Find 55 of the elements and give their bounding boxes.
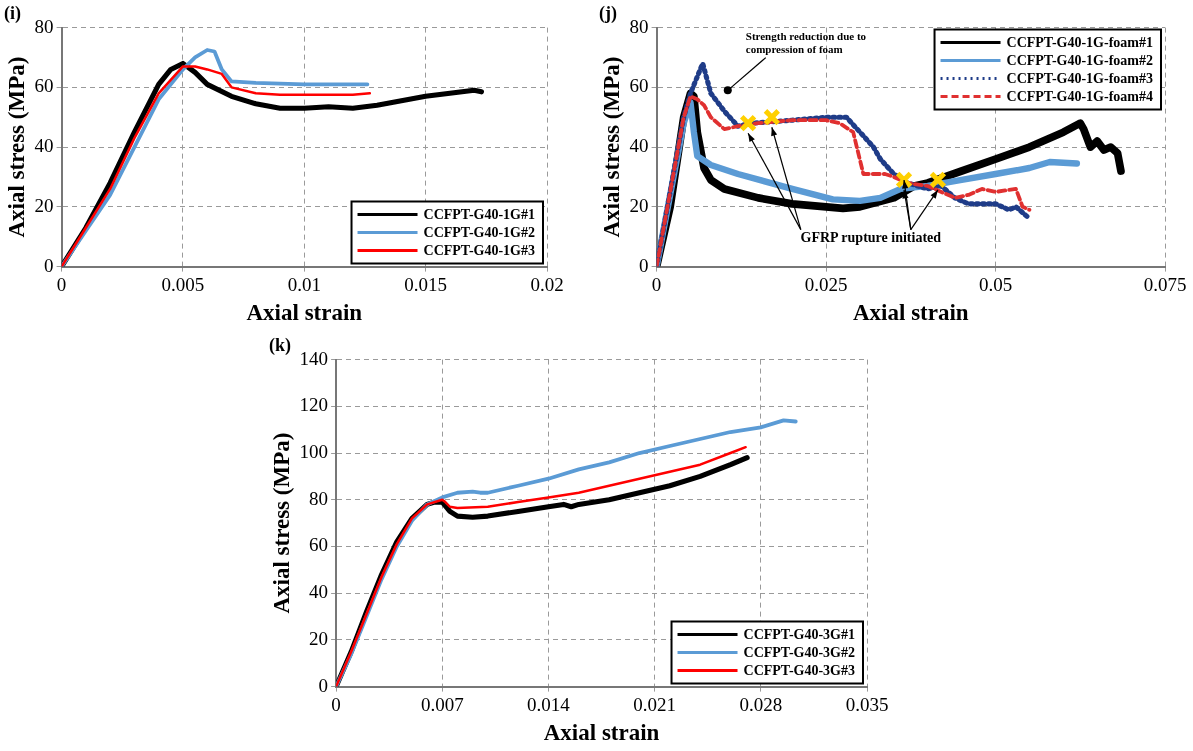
point <box>895 171 913 189</box>
annotation: Strength reduction due to compression of foam <box>745 29 867 55</box>
x-axis-title: Axial strain <box>852 300 969 326</box>
point <box>762 108 781 127</box>
x-axis-title: Axial strain <box>543 720 660 746</box>
legend-label: CCFPT-G40-3G#3 <box>743 663 855 679</box>
point <box>929 171 947 189</box>
x-axis-title: Axial strain <box>246 300 363 326</box>
x-tick-label: 0.007 <box>420 693 464 715</box>
legend-label: CCFPT-G40-3G#2 <box>743 645 855 661</box>
y-axis-title: Axial stress (MPa) <box>3 56 29 238</box>
chart-title: (k) <box>269 335 291 357</box>
y-tick-label: 20 <box>629 194 649 216</box>
y-tick-label: 20 <box>309 627 329 649</box>
y-tick-label: 40 <box>629 135 649 157</box>
y-tick-label: 80 <box>629 15 649 37</box>
y-tick-label: 0 <box>639 254 649 276</box>
y-tick-label: 140 <box>299 347 329 369</box>
annotation: GFRP rupture initiated <box>800 230 942 246</box>
point <box>739 114 757 133</box>
legend-label: CCFPT-G40-1G-foam#3 <box>1006 71 1153 87</box>
chart-title: (j) <box>599 3 617 25</box>
y-tick-label: 0 <box>44 254 54 276</box>
legend-label: CCFPT-G40-1G-foam#1 <box>1006 35 1153 51</box>
x-tick-label: 0.021 <box>633 693 677 715</box>
legend-label: CCFPT-G40-1G#1 <box>423 207 535 223</box>
legend-label: CCFPT-G40-1G#3 <box>423 243 535 259</box>
y-tick-label: 60 <box>34 75 54 97</box>
chart-title: (i) <box>4 3 21 25</box>
y-tick-label: 40 <box>309 581 329 603</box>
legend-label: CCFPT-G40-1G-foam#4 <box>1006 89 1153 105</box>
legend-label: CCFPT-G40-1G#2 <box>423 225 535 241</box>
y-axis-title: Axial stress (MPa) <box>268 432 294 614</box>
x-tick-label: 0.025 <box>804 273 848 295</box>
y-tick-label: 80 <box>309 487 329 509</box>
x-tick-label: 0.02 <box>530 273 564 295</box>
y-tick-label: 20 <box>34 194 54 216</box>
legend-label: CCFPT-G40-1G-foam#2 <box>1006 53 1153 69</box>
y-tick-label: 100 <box>299 441 329 463</box>
x-tick-label: 0.028 <box>739 693 783 715</box>
y-tick-label: 0 <box>318 674 329 696</box>
y-tick-label: 40 <box>34 135 54 157</box>
legend-label: CCFPT-G40-3G#1 <box>743 627 855 643</box>
y-tick-label: 80 <box>34 15 54 37</box>
x-tick-label: 0.05 <box>978 273 1013 295</box>
x-tick-label: 0.015 <box>404 273 448 295</box>
x-tick-label: 0.035 <box>845 693 889 715</box>
x-tick-label: 0.075 <box>1143 273 1187 295</box>
x-tick-label: 0.01 <box>287 273 321 295</box>
y-tick-label: 60 <box>629 75 649 97</box>
x-tick-label: 0.014 <box>527 693 571 715</box>
y-tick-label: 60 <box>309 534 329 556</box>
y-tick-label: 120 <box>299 394 329 416</box>
y-axis-title: Axial stress (MPa) <box>598 56 624 238</box>
x-tick-label: 0.005 <box>161 273 205 295</box>
